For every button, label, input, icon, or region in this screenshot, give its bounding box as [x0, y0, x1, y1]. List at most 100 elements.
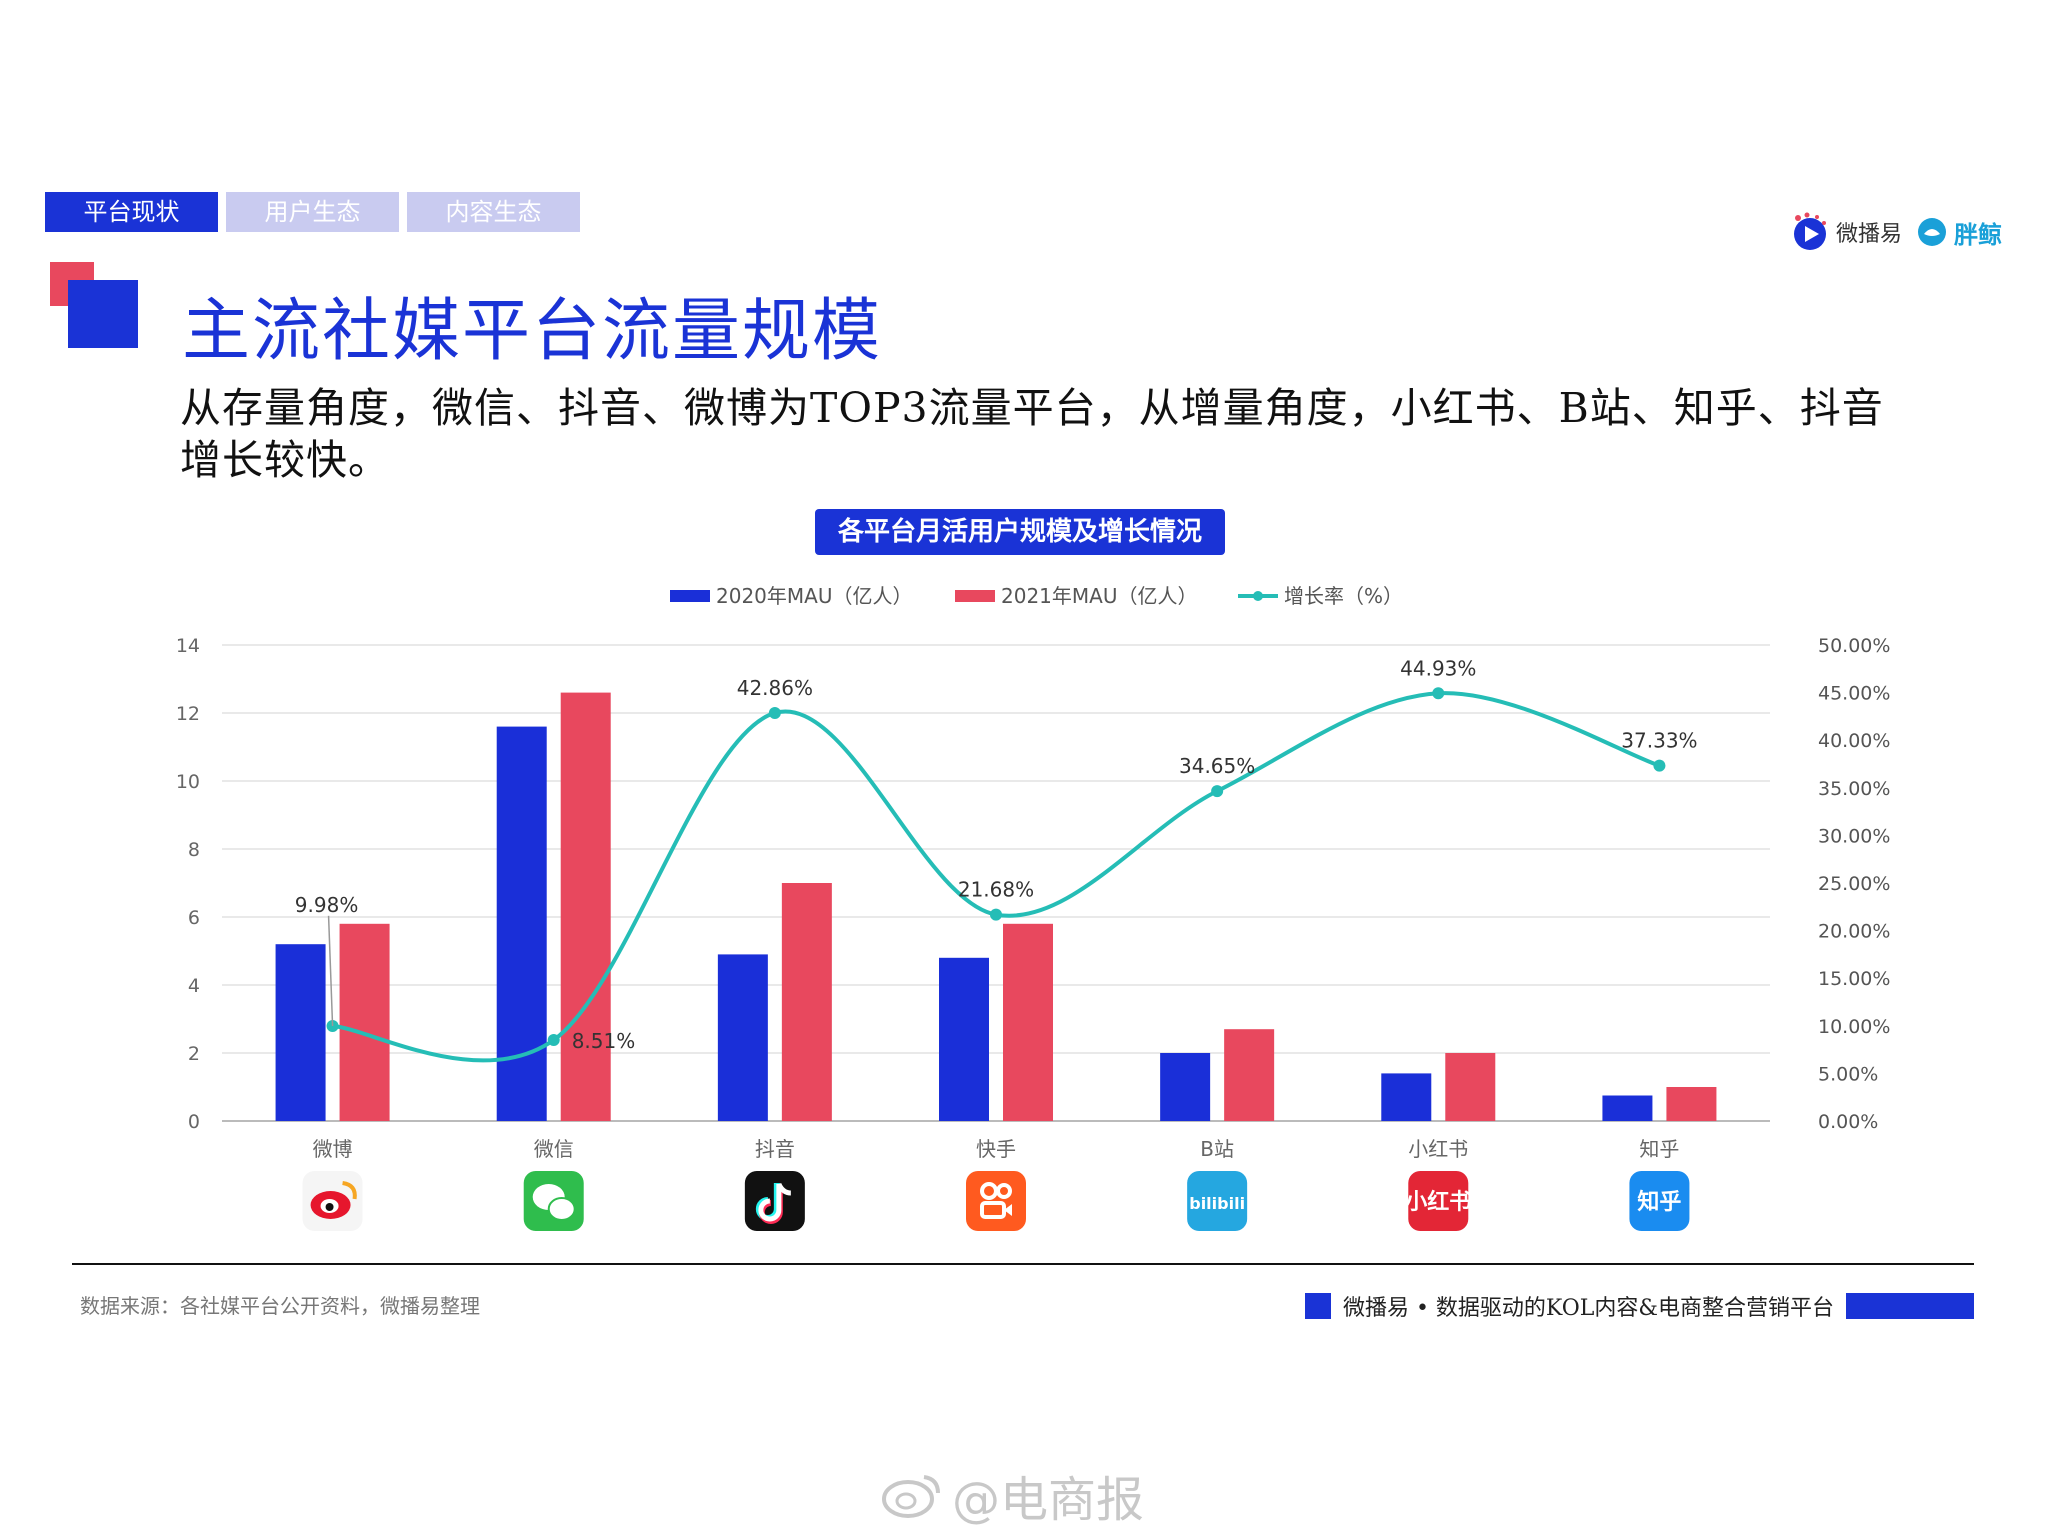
- tab-user-ecology[interactable]: 用户生态: [226, 192, 399, 232]
- pangjing-logo: 胖鲸: [1916, 215, 2002, 250]
- y-right-tick-9: 45.00%: [1818, 683, 1890, 705]
- growth-point-3: [990, 908, 1002, 921]
- bilibili-icon-text: bilibili: [1189, 1194, 1245, 1213]
- y-right-tick-7: 35.00%: [1818, 778, 1890, 800]
- bar-1-0: [339, 923, 390, 1121]
- kuaishou-circle-2: [996, 1183, 1012, 1199]
- bar-1-5: [1445, 1053, 1496, 1121]
- xiaohongshu-icon-text: 小红书: [1405, 1189, 1471, 1215]
- xiaohongshu-icon: 小红书: [1405, 1171, 1471, 1231]
- weibo-watermark-icon: [882, 1475, 940, 1518]
- x-label-5: 小红书: [1408, 1137, 1468, 1161]
- growth-point-6: [1653, 759, 1666, 772]
- bar-0-5: [1381, 1073, 1432, 1121]
- growth-point-5: [1432, 687, 1445, 700]
- xiaohongshu-icon-bg: [1408, 1171, 1469, 1231]
- bar-1-2: [781, 883, 832, 1121]
- bar-0-0: [275, 944, 326, 1121]
- tagline-bar: [1846, 1293, 1974, 1319]
- x-label-1: 微信: [534, 1137, 574, 1161]
- footer-tagline: 微播易 • 数据驱动的KOL内容&电商整合营销平台: [1304, 1290, 1974, 1322]
- y-right-tick-0: 0.00%: [1818, 1111, 1878, 1133]
- x-label-4: B站: [1200, 1137, 1234, 1161]
- weiboyi-name: 微播易: [1835, 222, 1902, 247]
- bar-series: [275, 692, 1717, 1121]
- chart-title: 各平台月活用户规模及增长情况: [815, 509, 1225, 555]
- kuaishou-icon: [966, 1171, 1026, 1231]
- tab-platform-status[interactable]: 平台现状: [45, 192, 218, 232]
- y-left-tick-3: 6: [188, 907, 200, 929]
- growth-label-leader-0: [327, 915, 334, 1027]
- wechat-icon: [523, 1171, 584, 1231]
- y-right-tick-4: 20.00%: [1818, 921, 1890, 943]
- zhihu-icon-text: 知乎: [1637, 1189, 1681, 1215]
- bar-1-1: [560, 692, 611, 1121]
- tab-content-ecology[interactable]: 内容生态: [407, 192, 580, 232]
- page-title: 主流社媒平台流量规模: [182, 292, 883, 371]
- y-right-tick-2: 10.00%: [1818, 1016, 1890, 1038]
- y-axis-right: 0.00% 5.00% 10.00% 15.00% 20.00% 25.00% 30.00%…: [1818, 635, 1890, 1133]
- y-left-tick-5: 10: [176, 771, 200, 793]
- mau-growth-chart: 2020年MAU（亿人） 2021年MAU（亿人） 增长率（%） 0 2 4 6 8 10 12…: [176, 584, 1890, 1231]
- x-label-6: 知乎: [1639, 1137, 1679, 1161]
- bilibili-icon: bilibili: [1187, 1171, 1248, 1231]
- y-right-tick-1: 5.00%: [1818, 1063, 1878, 1085]
- growth-line: 9.98% 8.51% 42.86% 21.68% 34.65% 44.93% 37.33%: [295, 656, 1698, 1063]
- growth-label-0: 9.98%: [295, 893, 359, 917]
- wechat-bubble-2: [547, 1197, 576, 1221]
- pangjing-name: 胖鲸: [1954, 220, 2002, 249]
- zhihu-icon-bg: [1629, 1171, 1690, 1231]
- growth-line-path: [332, 691, 1661, 1063]
- douyin-note-flag: [776, 1182, 792, 1196]
- growth-label-1: 8.51%: [572, 1029, 636, 1053]
- bar-0-1: [496, 726, 547, 1121]
- page-subtitle: 从存量角度，微信、抖音、微博为TOP3流量平台，从增量角度，小红书、B站、知乎、…: [180, 384, 1884, 484]
- growth-label-6: 37.33%: [1621, 729, 1697, 753]
- bar-0-3: [939, 957, 989, 1121]
- bar-1-4: [1224, 1029, 1275, 1121]
- y-left-tick-1: 2: [188, 1043, 200, 1065]
- x-label-0: 微博: [313, 1137, 353, 1161]
- watermark: @电商报: [880, 1460, 1144, 1530]
- chart-grid: [222, 644, 1770, 1122]
- growth-point-2: [768, 706, 781, 719]
- chart-legend: 2020年MAU（亿人） 2021年MAU（亿人） 增长率（%）: [670, 584, 1403, 608]
- bar-1-3: [1003, 923, 1053, 1121]
- y-right-tick-10: 50.00%: [1818, 635, 1890, 657]
- bar-0-4: [1160, 1053, 1211, 1121]
- douyin-note-white: [758, 1184, 782, 1222]
- tagline-square: [1304, 1293, 1331, 1319]
- title-decoration-blue: [68, 280, 138, 348]
- footer-divider: [72, 1263, 1974, 1265]
- zhihu-icon: 知乎: [1629, 1171, 1690, 1231]
- bilibili-icon-bg: [1187, 1171, 1248, 1231]
- legend-label-0: 2020年MAU（亿人）: [716, 584, 912, 608]
- growth-point-1: [547, 1033, 560, 1046]
- data-source: 数据来源：各社媒平台公开资料，微播易整理: [80, 1294, 480, 1318]
- bar-0-2: [717, 954, 768, 1121]
- growth-label-4: 34.65%: [1179, 754, 1255, 778]
- y-right-tick-6: 30.00%: [1818, 825, 1890, 847]
- legend-label-2: 增长率（%）: [1284, 584, 1403, 608]
- section-tabs: 平台现状 用户生态 内容生态: [45, 192, 580, 232]
- growth-label-5: 44.93%: [1400, 656, 1476, 680]
- tagline-text: 微播易 • 数据驱动的KOL内容&电商整合营销平台: [1342, 1296, 1834, 1321]
- legend-swatch-1: [955, 590, 995, 602]
- legend-label-1: 2021年MAU（亿人）: [1001, 584, 1197, 608]
- y-left-tick-7: 14: [176, 635, 200, 657]
- legend-swatch-0: [670, 590, 710, 602]
- x-label-2: 抖音: [755, 1137, 795, 1161]
- y-right-tick-8: 40.00%: [1818, 730, 1890, 752]
- brand-logos: 微播易 胖鲸: [1790, 212, 2002, 252]
- y-left-tick-4: 8: [188, 839, 200, 861]
- weibo-icon: [302, 1171, 363, 1231]
- y-left-tick-6: 12: [176, 703, 200, 725]
- y-left-tick-2: 4: [188, 975, 200, 997]
- y-right-tick-3: 15.00%: [1818, 968, 1890, 990]
- bar-1-6: [1666, 1087, 1717, 1121]
- growth-label-2: 42.86%: [737, 676, 813, 700]
- bar-0-6: [1602, 1095, 1653, 1121]
- weibo-wave: [342, 1181, 357, 1200]
- x-label-3: 快手: [976, 1137, 1016, 1161]
- x-axis-labels: 微博 微信 抖音 快手 B站 小红书 知乎: [313, 1137, 1680, 1161]
